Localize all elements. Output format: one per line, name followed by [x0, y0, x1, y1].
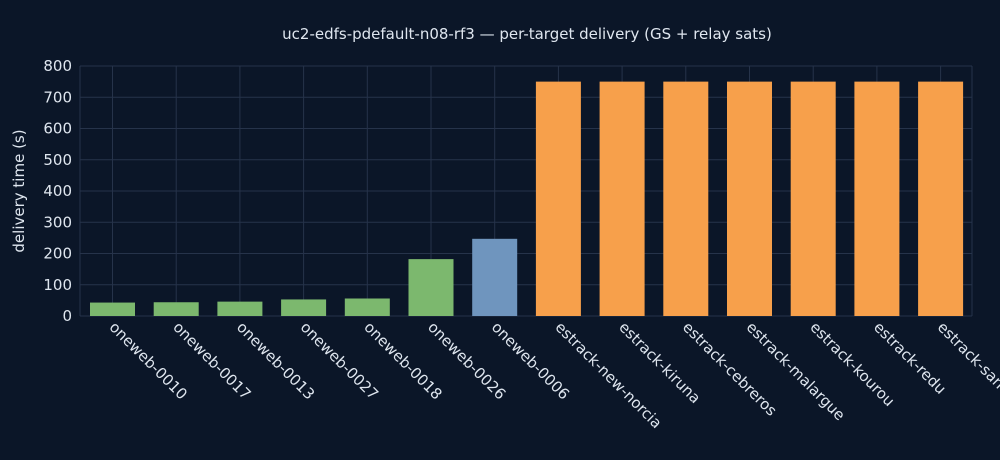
y-tick-label: 800	[43, 57, 72, 75]
y-tick-label: 600	[43, 120, 72, 138]
y-axis-label: delivery time (s)	[10, 129, 28, 252]
bar-oneweb-0013	[217, 301, 263, 316]
y-tick-label: 300	[43, 213, 72, 231]
bar-estrack-kourou	[790, 81, 836, 316]
bar-oneweb-0006	[472, 238, 518, 316]
x-axis-ticks: oneweb-0010oneweb-0017oneweb-0013oneweb-…	[106, 318, 1000, 437]
bar-estrack-malargue	[727, 81, 772, 316]
y-tick-label: 0	[62, 307, 72, 325]
bar-estrack-kiruna	[599, 81, 645, 316]
bar-oneweb-0027	[281, 299, 327, 316]
bar-oneweb-0026	[408, 259, 454, 316]
y-axis-ticks: 0 100 200 300 400 500 600 700 800	[43, 57, 72, 325]
y-tick-label: 200	[43, 245, 72, 263]
bar-estrack-santa-maria	[918, 81, 964, 316]
bar-oneweb-0017	[153, 302, 199, 316]
x-tick-label: estrack-new-norcia	[552, 318, 666, 432]
bar-oneweb-0018	[344, 298, 390, 316]
bar-oneweb-0010	[90, 302, 135, 316]
y-tick-label: 700	[43, 88, 72, 106]
y-tick-label: 100	[43, 276, 72, 294]
bar-estrack-redu	[854, 81, 900, 316]
bar-estrack-new-norcia	[535, 81, 581, 316]
bars	[90, 81, 964, 316]
bar-estrack-cebreros	[663, 81, 709, 316]
gridlines	[79, 65, 973, 317]
y-tick-label: 500	[43, 151, 72, 169]
y-tick-label: 400	[43, 182, 72, 200]
chart-title: uc2-edfs-pdefault-n08-rf3 — per-target d…	[282, 25, 772, 43]
